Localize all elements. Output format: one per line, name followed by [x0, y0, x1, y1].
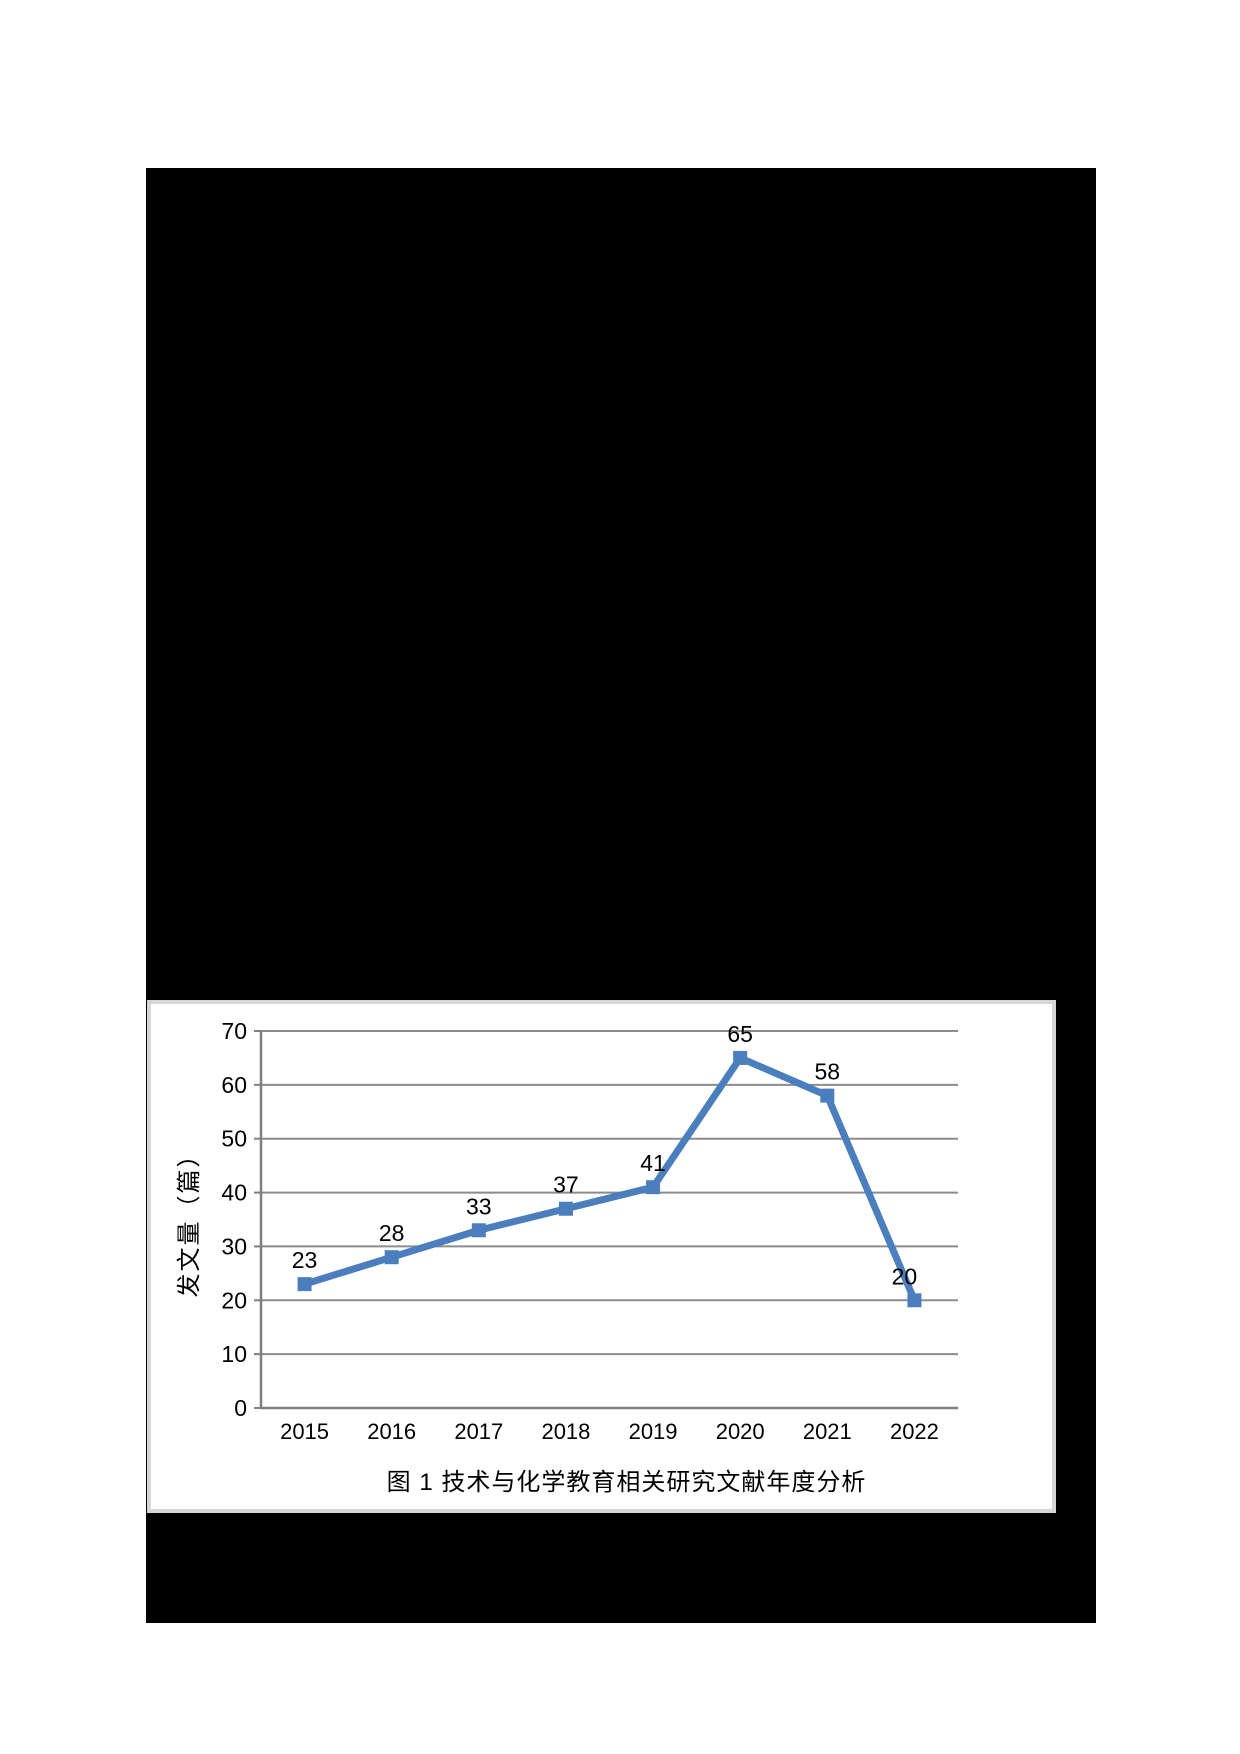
x-tick-label: 2018 [541, 1419, 590, 1444]
data-point-marker [384, 1250, 399, 1265]
data-point-label: 28 [379, 1220, 405, 1246]
data-point-label: 37 [553, 1172, 579, 1198]
y-tick-label: 50 [221, 1126, 247, 1152]
x-tick-label: 2015 [280, 1419, 329, 1444]
data-point-marker [297, 1277, 312, 1292]
data-point-label: 58 [815, 1059, 841, 1085]
x-tick-label: 2021 [803, 1419, 852, 1444]
y-tick-label: 0 [234, 1395, 247, 1421]
y-tick-label: 70 [221, 1018, 247, 1044]
y-axis-title: 发文量（篇） [176, 1142, 203, 1298]
data-point-label: 33 [466, 1193, 492, 1219]
data-point-marker [820, 1088, 835, 1103]
y-tick-label: 30 [221, 1233, 247, 1259]
data-line [303, 1053, 918, 1302]
y-tick-label: 40 [221, 1180, 247, 1206]
data-point-marker [907, 1293, 922, 1308]
data-point-label: 23 [292, 1247, 318, 1273]
y-tick-label: 20 [221, 1287, 247, 1313]
x-tick-label: 2020 [716, 1419, 765, 1444]
x-tick-label: 2016 [367, 1419, 416, 1444]
chart-figure: 0 10 20 30 40 50 60 70 2015 2016 2017 2018 2019 2020 2… [147, 1000, 1056, 1513]
x-tick-label: 2022 [890, 1419, 939, 1444]
data-point-label: 65 [727, 1021, 753, 1047]
data-point-marker [558, 1201, 573, 1216]
figure-caption: 图 1 技术与化学教育相关研究文献年度分析 [386, 1469, 867, 1496]
data-point-marker [471, 1223, 486, 1238]
x-tick-label: 2017 [454, 1419, 503, 1444]
data-point-marker [733, 1050, 748, 1065]
y-tick-label: 10 [221, 1341, 247, 1367]
data-point-marker [646, 1180, 661, 1195]
document-page-content-area: 0 10 20 30 40 50 60 70 2015 2016 2017 2018 2019 2020 2… [146, 168, 1096, 1623]
data-point-label: 20 [892, 1263, 918, 1289]
y-tick-label: 60 [221, 1072, 247, 1098]
data-point-label: 41 [640, 1150, 666, 1176]
x-tick-label: 2019 [629, 1419, 678, 1444]
